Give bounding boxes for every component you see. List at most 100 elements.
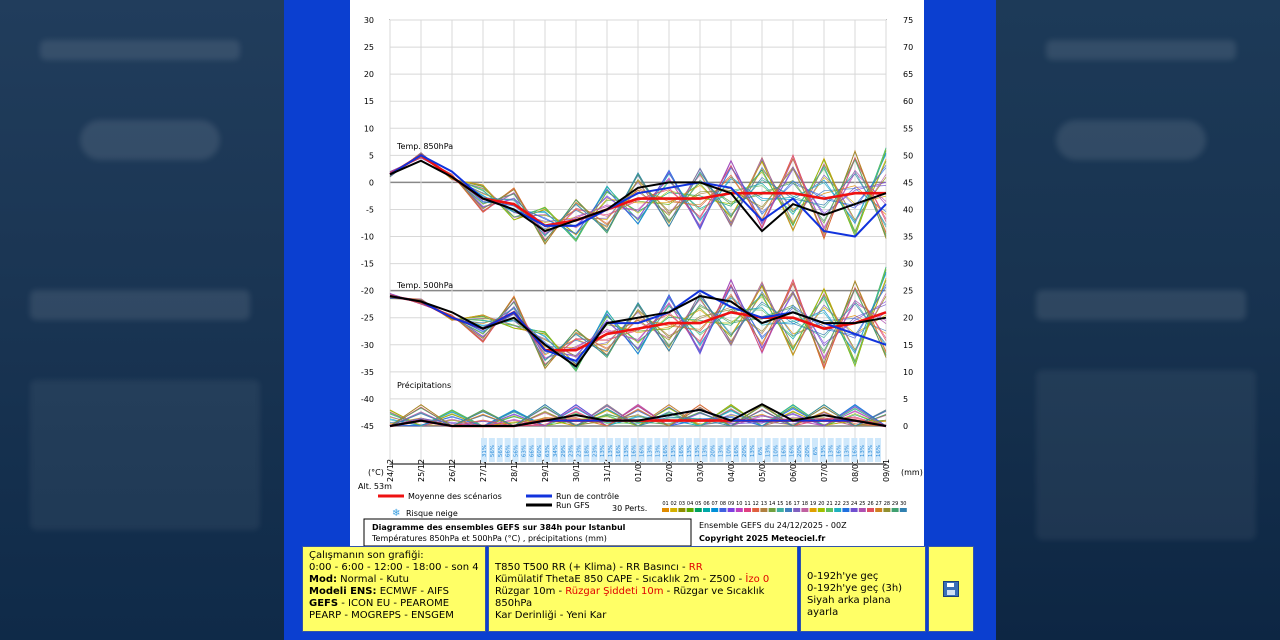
- member-legend-number: 04: [687, 501, 693, 507]
- param-gust-link[interactable]: Rüzgar Şiddeti 10m: [565, 586, 664, 597]
- y-tick-right: 65: [903, 70, 913, 79]
- snow-risk-cell: [701, 438, 708, 462]
- x-tick-label: 04/01: [727, 459, 736, 482]
- y-tick-left: 15: [364, 97, 374, 106]
- model-links-2[interactable]: PEARP - MOGREPS - ENSGEM: [309, 610, 454, 621]
- y-tick-left: -15: [361, 260, 374, 269]
- member-legend-number: 09: [728, 501, 734, 507]
- y-tick-left: 25: [364, 43, 374, 52]
- member-legend-number: 16: [785, 501, 791, 507]
- y-tick-left: -20: [361, 287, 374, 296]
- snow-risk-pct: 13%: [766, 445, 772, 457]
- snow-risk-cell: [725, 438, 732, 462]
- series-line-gfs-t850: [389, 159, 887, 233]
- snow-risk-pct: 13%: [829, 445, 835, 457]
- toolbar-range: 0-192h'ye geç 0-192h'ye geç (3h) Siyah a…: [800, 546, 926, 632]
- member-legend-swatch: [711, 508, 719, 512]
- y-tick-right: 55: [903, 124, 913, 133]
- black-background-link[interactable]: Siyah arka plana ayarla: [807, 595, 891, 618]
- param-rr-link[interactable]: RR: [688, 562, 703, 573]
- snow-risk-pct: 16%: [781, 445, 787, 457]
- snow-risk-pct: 16%: [789, 445, 795, 457]
- x-tick-label: 29/12: [541, 459, 550, 482]
- snow-risk-cell: [599, 438, 606, 462]
- member-legend-number: 10: [736, 501, 742, 507]
- x-tick-label: 02/01: [665, 459, 674, 482]
- y-tick-right: 5: [903, 395, 908, 404]
- y-tick-right: 10: [903, 368, 913, 377]
- y-tick-right: 35: [903, 233, 913, 242]
- snow-risk-cell: [685, 438, 692, 462]
- range-192-3h-link[interactable]: 0-192h'ye geç (3h): [807, 583, 903, 594]
- right-unit: (mm): [901, 468, 923, 477]
- snow-risk-cell: [662, 438, 669, 462]
- snow-risk-cell: [591, 438, 598, 462]
- snow-risk-cell: [867, 438, 874, 462]
- snow-risk-pct: 10%: [726, 445, 732, 457]
- snow-risk-cell: [559, 438, 566, 462]
- gefs-link[interactable]: GEFS: [309, 598, 339, 609]
- snow-risk-cell: [748, 438, 755, 462]
- alt-label: Alt. 53m: [358, 482, 392, 491]
- snow-risk-pct: 34%: [553, 445, 559, 457]
- param-links-1[interactable]: T850 T500 RR (+ Klima) - RR Basıncı -: [495, 562, 689, 573]
- snow-risk-pct: 16%: [679, 445, 685, 457]
- member-legend-swatch: [670, 508, 678, 512]
- snow-risk-cell: [811, 438, 818, 462]
- ensemble-chart-panel: 30 75 25 70 20 65 15 60 10 55 5 50 0 45 -5 40 -10 35 -15 30…: [350, 0, 924, 547]
- snow-risk-cell: [638, 438, 645, 462]
- member-line-28-t850: [389, 150, 887, 245]
- y-tick-right: 70: [903, 43, 913, 52]
- snow-risk-pct: 16%: [640, 445, 646, 457]
- member-legend-number: 21: [826, 501, 832, 507]
- param-snow-links[interactable]: Kar Derinliği - Yeni Kar: [495, 610, 607, 621]
- options-toolbar: Çalışmanın son grafiği: 0:00 - 6:00 - 12…: [302, 546, 976, 632]
- member-legend-number: 20: [818, 501, 824, 507]
- member-legend-number: 02: [671, 501, 677, 507]
- snow-risk-cell: [567, 438, 574, 462]
- member-legend-swatch: [727, 508, 735, 512]
- run-hours-links[interactable]: 0:00 - 6:00 - 12:00 - 18:00 - son 4: [309, 562, 479, 573]
- member-legend-swatch: [686, 508, 694, 512]
- snow-risk-pct: 23%: [569, 445, 575, 457]
- range-192-link[interactable]: 0-192h'ye geç: [807, 571, 879, 582]
- snow-risk-cell: [607, 438, 614, 462]
- model-links[interactable]: - ICON EU - PEAROME: [341, 598, 450, 609]
- member-legend-swatch: [703, 508, 710, 512]
- member-legend-number: 18: [802, 501, 808, 507]
- member-line-21-t850: [389, 147, 887, 242]
- ens-links[interactable]: ECMWF - AIFS: [379, 586, 449, 597]
- param-links-2[interactable]: Kümülatif ThetaE 850 CAPE - Sıcaklık 2m …: [495, 574, 746, 585]
- param-wind-link[interactable]: Rüzgar 10m -: [495, 586, 566, 597]
- snow-risk-cell: [512, 438, 519, 462]
- member-legend-swatch: [867, 508, 874, 512]
- left-unit: (°C): [368, 468, 384, 477]
- caption-box: [363, 518, 692, 547]
- snow-risk-pct: 6%: [758, 447, 764, 456]
- snow-risk-cell: [875, 438, 881, 462]
- mod-links[interactable]: Normal - Kutu: [340, 574, 409, 585]
- snow-risk-cell: [614, 438, 621, 462]
- snow-risk-pct: 16%: [632, 445, 638, 457]
- floppy-disk-icon[interactable]: [943, 581, 959, 597]
- param-wind850-link[interactable]: - Rüzgar ve Sıcaklık 850hPa: [495, 586, 765, 609]
- snow-risk-cell: [827, 438, 834, 462]
- snow-risk-pct: 16%: [876, 445, 882, 457]
- snow-risk-cell: [819, 438, 826, 462]
- member-legend-swatch: [817, 508, 825, 512]
- blurred-cloud: [80, 120, 220, 160]
- snow-risk-pct: 6%: [813, 447, 819, 456]
- legend-perts: 30 Perts.: [612, 504, 647, 513]
- snow-risk-cell: [488, 438, 495, 462]
- member-legend-swatch: [719, 508, 727, 512]
- y-tick-right: 75: [903, 16, 913, 25]
- snow-risk-cell: [772, 438, 779, 462]
- x-tick-label: 06/01: [789, 459, 798, 482]
- y-tick-left: -5: [366, 205, 374, 214]
- param-izo-link[interactable]: İzo 0: [745, 574, 770, 585]
- y-tick-left: -40: [361, 395, 374, 404]
- y-tick-right: 50: [903, 151, 913, 160]
- snow-risk-pct: 13%: [608, 445, 614, 457]
- snow-risk-pct: 13%: [703, 445, 709, 457]
